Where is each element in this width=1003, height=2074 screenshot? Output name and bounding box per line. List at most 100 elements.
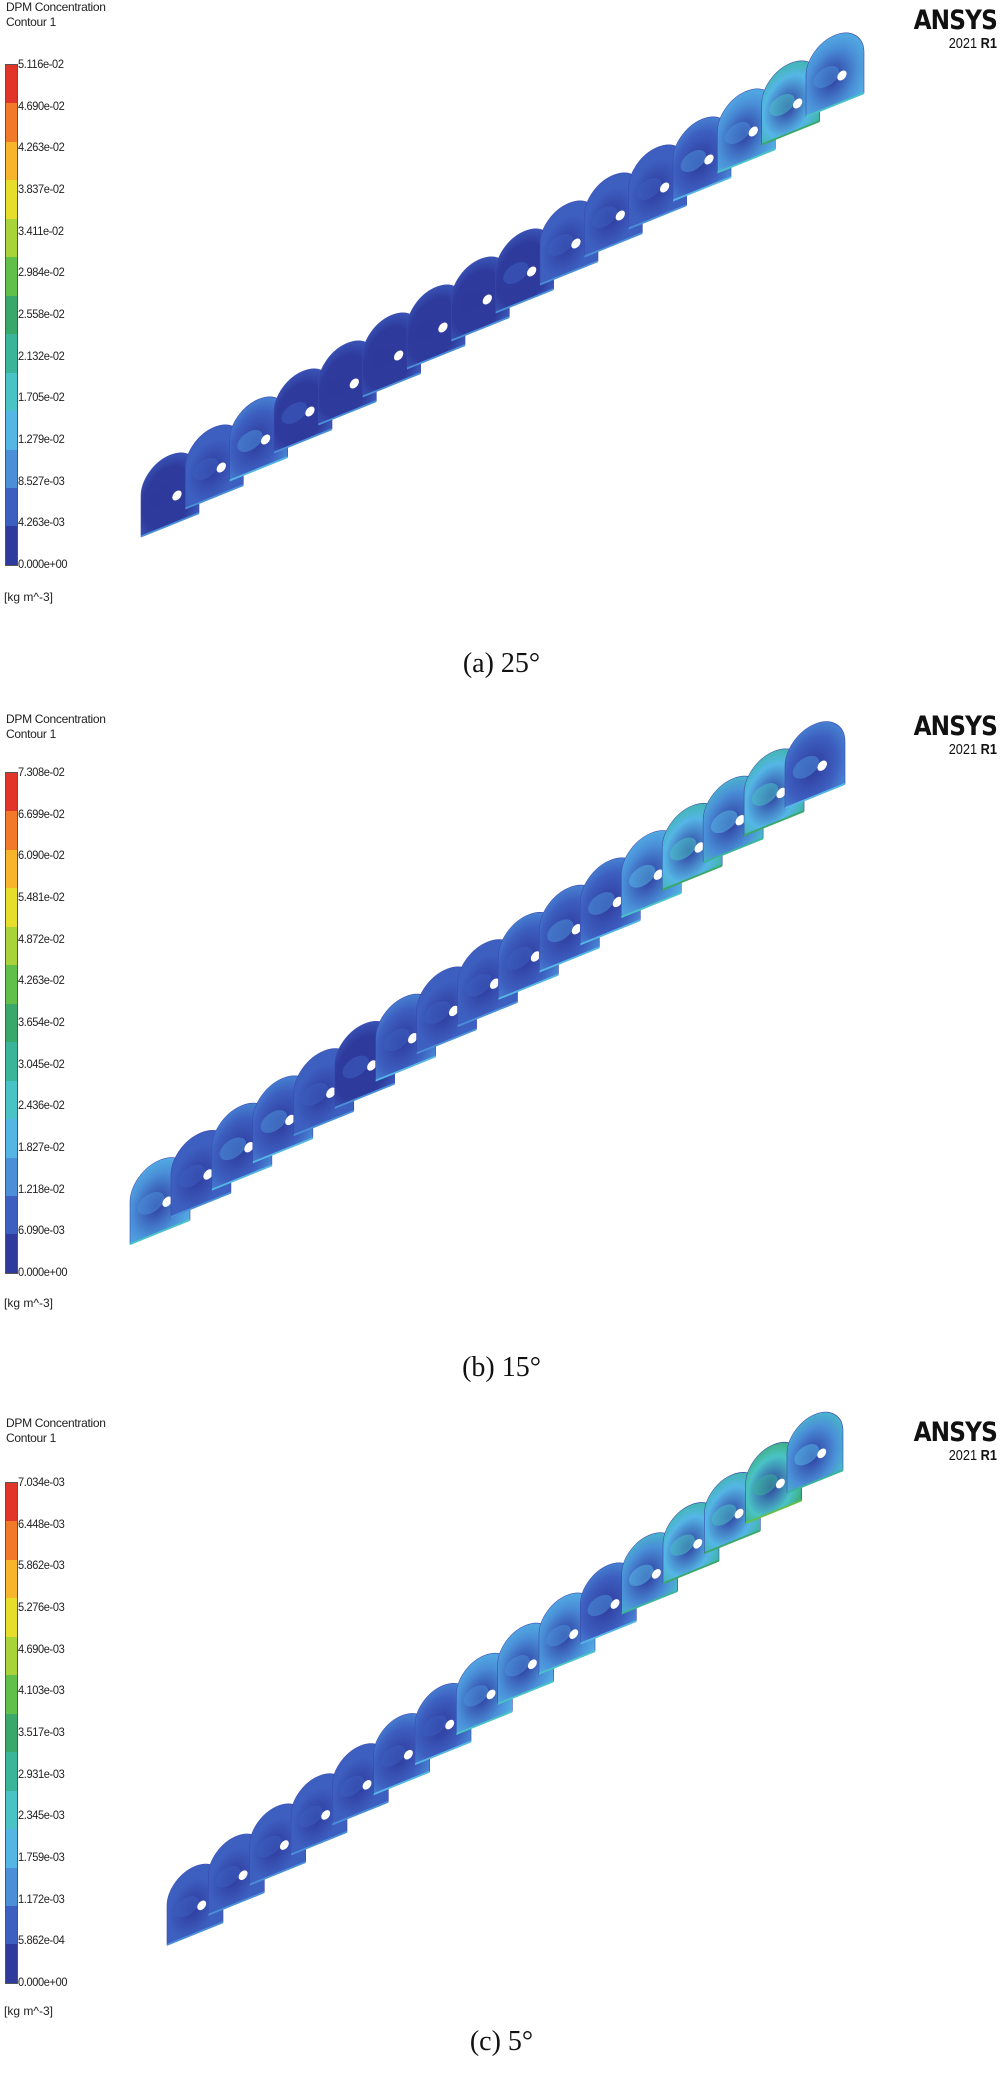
legend-color-segment xyxy=(6,257,17,296)
tunnel-cross-section xyxy=(805,32,865,118)
tunnel-cross-section xyxy=(140,452,200,538)
legend-color-segment xyxy=(6,1559,17,1599)
legend-tick-label: 3.837e-02 xyxy=(18,182,65,196)
legend-color-segment xyxy=(6,1790,17,1830)
brand-name: ANSYS xyxy=(913,1417,998,1448)
ansys-logo: ANSYS 2021 R1 xyxy=(900,711,998,758)
legend-tick-label: 1.827e-02 xyxy=(18,1140,65,1154)
legend-color-segment xyxy=(6,1483,17,1522)
caption: (b) 15° xyxy=(462,1352,541,1383)
version-year: 2021 xyxy=(948,35,978,52)
tunnel-cross-section xyxy=(273,368,333,454)
legend-color-segment xyxy=(6,449,17,488)
legend-tick-label: 1.218e-02 xyxy=(18,1181,65,1196)
color-legend-bar xyxy=(5,772,18,1274)
legend-title: DPM Concentration Contour 1 xyxy=(6,712,106,742)
legend-color-segment xyxy=(6,103,17,142)
legend-title-line2: Contour 1 xyxy=(6,1431,56,1445)
brand-name: ANSYS xyxy=(913,5,998,36)
panel-c: DPM Concentration Contour 1 [kg m^-3] AN… xyxy=(0,1410,1003,2074)
tunnel-cross-section xyxy=(293,1048,355,1137)
legend-color-segment xyxy=(6,965,17,1004)
tunnel-cross-section xyxy=(784,721,846,810)
legend-title-line1: DPM Concentration xyxy=(6,712,106,726)
legend-color-segment xyxy=(6,180,17,219)
version-release: R1 xyxy=(980,741,997,758)
legend-tick-label: 6.090e-02 xyxy=(18,848,65,863)
legend-tick-label: 7.034e-03 xyxy=(18,1475,65,1489)
legend-color-segment xyxy=(6,1119,17,1158)
legend-title-line1: DPM Concentration xyxy=(6,0,106,14)
legend-color-segment xyxy=(6,811,17,850)
legend-color-segment xyxy=(6,1713,17,1753)
legend-tick-label: 2.345e-03 xyxy=(18,1808,65,1823)
legend-color-segment xyxy=(6,65,17,104)
legend-color-segment xyxy=(6,411,17,450)
version-year: 2021 xyxy=(948,741,978,758)
tunnel-cross-section xyxy=(406,284,466,370)
legend-tick-label: 3.045e-02 xyxy=(18,1056,65,1071)
tunnel-sections-c xyxy=(166,1411,844,1946)
legend-tick-label: 6.699e-02 xyxy=(18,806,65,821)
tunnel-sections-a xyxy=(140,32,865,538)
legend-title-line2: Contour 1 xyxy=(6,15,56,29)
legend-tick-label: 1.705e-02 xyxy=(18,390,65,405)
panel-b: DPM Concentration Contour 1 [kg m^-3] AN… xyxy=(0,708,1003,1398)
tunnel-cross-section xyxy=(362,312,421,398)
legend-tick-label: 0.000e+00 xyxy=(18,1975,68,1989)
legend-tick-label: 3.654e-02 xyxy=(18,1015,65,1029)
legend-tick-label: 2.931e-03 xyxy=(18,1766,65,1781)
legend-title-line2: Contour 1 xyxy=(6,727,56,741)
tunnel-cross-section xyxy=(457,939,518,1028)
legend-tick-label: 4.263e-02 xyxy=(18,973,65,988)
legend-tick-label: 1.172e-03 xyxy=(18,1891,65,1906)
panel-a: DPM Concentration Contour 1 [kg m^-3] AN… xyxy=(0,0,1003,688)
legend-unit: [kg m^-3] xyxy=(4,2004,53,2018)
legend-tick-label: 6.090e-03 xyxy=(18,1223,65,1238)
legend-color-segment xyxy=(6,1636,17,1676)
legend-color-segment xyxy=(6,1752,17,1791)
legend-tick-label: 5.862e-03 xyxy=(18,1558,65,1573)
legend-color-segment xyxy=(6,888,17,927)
legend-color-segment xyxy=(6,1598,17,1637)
legend-tick-label: 8.527e-03 xyxy=(18,473,65,488)
tunnel-cross-section xyxy=(185,424,244,510)
brand-name: ANSYS xyxy=(913,711,998,742)
legend-title: DPM Concentration Contour 1 xyxy=(6,1416,106,1446)
legend-tick-label: 0.000e+00 xyxy=(18,1265,68,1279)
legend-color-segment xyxy=(6,218,17,258)
legend-tick-label: 0.000e+00 xyxy=(18,557,68,571)
legend-tick-label: 5.276e-03 xyxy=(18,1600,65,1614)
brand-version: 2021 R1 xyxy=(915,742,997,758)
legend-color-segment xyxy=(6,1234,17,1273)
legend-tick-label: 2.132e-02 xyxy=(18,348,65,363)
legend-tick-label: 2.984e-02 xyxy=(18,265,65,280)
brand-version: 2021 R1 xyxy=(915,36,997,52)
legend-tick-label: 1.759e-03 xyxy=(18,1850,65,1864)
legend-color-segment xyxy=(6,1944,17,1983)
legend-tick-label: 4.872e-02 xyxy=(18,931,65,946)
legend-tick-label: 1.279e-02 xyxy=(18,432,65,446)
legend-color-segment xyxy=(6,1905,17,1945)
tunnel-cross-section xyxy=(786,1411,844,1494)
legend-tick-label: 7.308e-02 xyxy=(18,765,65,779)
legend-tick-label: 4.690e-02 xyxy=(18,98,65,113)
legend-title: DPM Concentration Contour 1 xyxy=(6,0,106,30)
color-legend-bar xyxy=(5,1482,18,1984)
version-release: R1 xyxy=(980,1447,997,1464)
version-release: R1 xyxy=(980,35,997,52)
legend-color-segment xyxy=(6,1157,17,1196)
legend-tick-label: 2.436e-02 xyxy=(18,1098,65,1113)
legend-color-segment xyxy=(6,1829,17,1868)
legend-unit: [kg m^-3] xyxy=(4,1296,53,1310)
legend-color-segment xyxy=(6,1675,17,1714)
tunnel-cross-section xyxy=(539,200,599,286)
legend-tick-label: 5.481e-02 xyxy=(18,890,65,904)
legend-color-segment xyxy=(6,334,17,373)
legend-tick-label: 4.690e-03 xyxy=(18,1641,65,1656)
legend-tick-label: 6.448e-03 xyxy=(18,1516,65,1531)
legend-tick-label: 4.263e-03 xyxy=(18,515,65,530)
ansys-logo: ANSYS 2021 R1 xyxy=(900,5,998,52)
caption: (a) 25° xyxy=(462,648,541,679)
legend-color-segment xyxy=(6,1042,17,1081)
